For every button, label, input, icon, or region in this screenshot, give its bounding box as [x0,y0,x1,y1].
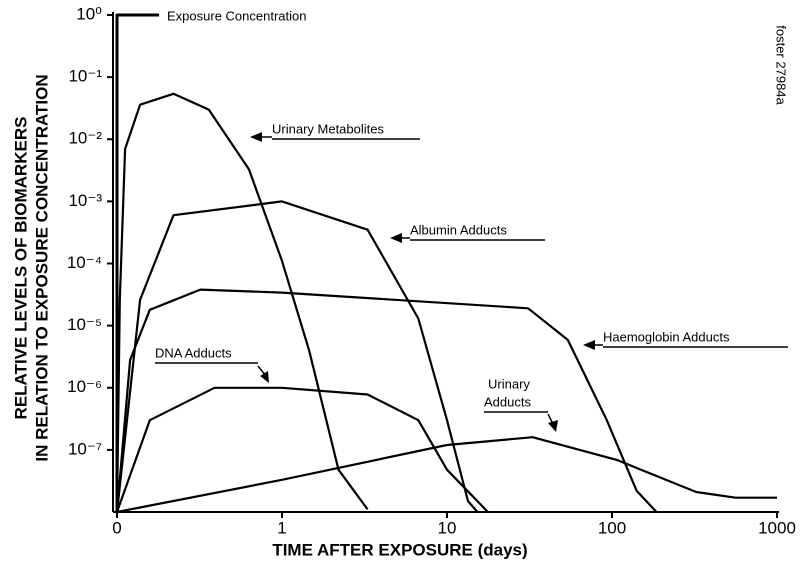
annotation: Exposure Concentration [167,8,306,23]
series-line [115,200,479,513]
y-axis-label: RELATIVE LEVELS OF BIOMARKERS [11,117,30,420]
x-tick-label: 0 [112,518,121,537]
annotation: Albumin Adducts [410,222,507,237]
series-line [116,436,777,514]
annotation: Urinary [488,376,530,391]
y-tick-label: 10⁰ [76,4,102,23]
x-tick-label: 10 [438,518,457,537]
annotation-arrow [548,420,558,432]
y-tick-label: 10⁻² [68,129,102,148]
series-line [115,288,658,513]
series-line [115,92,369,513]
y-tick-label: 10⁻⁴ [67,253,102,272]
annotation-arrow [260,371,269,383]
annotation-arrow [250,132,262,142]
x-tick-label: 100 [598,518,626,537]
annotation-arrow [390,233,402,243]
y-tick-label: 10⁻⁶ [67,377,102,396]
x-tick-label: 1 [277,518,286,537]
side-note: foster 27984a [774,25,789,105]
x-axis-label: TIME AFTER EXPOSURE (days) [272,540,527,559]
y-axis-label: IN RELATION TO EXPOSURE CONCENTRATION [32,74,51,461]
annotation: DNA Adducts [155,345,232,360]
annotation: Haemoglobin Adducts [603,329,730,344]
y-tick-label: 10⁻³ [68,191,102,210]
series-line [115,386,489,513]
annotation: Adducts [484,394,531,409]
x-tick-label: 1000 [758,518,796,537]
y-tick-label: 10⁻¹ [68,67,102,86]
series-line [115,13,160,512]
y-tick-label: 10⁻⁵ [67,315,102,334]
y-tick-label: 10⁻⁷ [68,439,102,458]
annotation: Urinary Metabolites [272,121,384,136]
annotation-arrow [583,340,595,350]
